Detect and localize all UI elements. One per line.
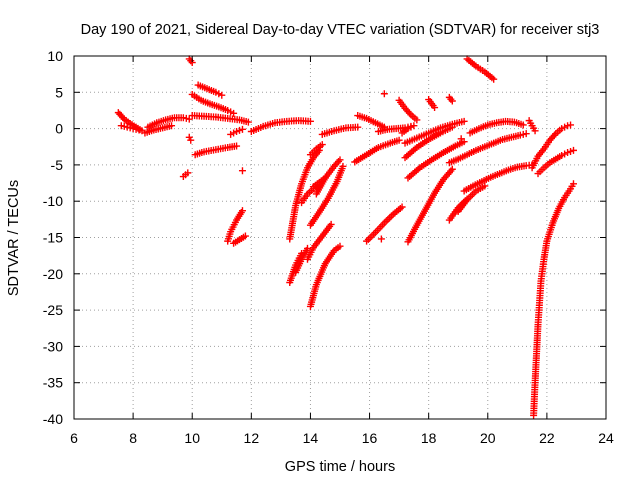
- data-point: [448, 97, 456, 105]
- data-points: [114, 55, 577, 419]
- data-point: [168, 122, 176, 130]
- data-point: [321, 174, 329, 182]
- chart-title: Day 190 of 2021, Sidereal Day-to-day VTE…: [81, 22, 600, 38]
- y-tick-label: -35: [43, 375, 63, 391]
- data-point: [481, 182, 489, 190]
- data-point: [490, 75, 498, 83]
- data-point: [339, 162, 347, 170]
- data-point: [306, 117, 314, 125]
- data-point: [238, 167, 246, 175]
- data-point: [410, 122, 418, 130]
- x-tick-label: 20: [480, 430, 496, 446]
- data-point: [569, 146, 577, 154]
- x-tick-label: 16: [362, 430, 378, 446]
- data-point: [377, 235, 385, 243]
- data-point: [185, 115, 193, 123]
- x-axis-title: GPS time / hours: [285, 459, 395, 475]
- data-point: [336, 156, 344, 164]
- data-point: [522, 130, 530, 138]
- data-point: [569, 180, 577, 188]
- data-point: [457, 135, 465, 143]
- data-point: [448, 123, 456, 131]
- x-tick-label: 18: [421, 430, 437, 446]
- y-axis-title: SDTVAR / TECUs: [6, 180, 22, 296]
- data-point: [233, 142, 241, 150]
- data-point-fill: [119, 114, 127, 122]
- data-point: [238, 207, 246, 215]
- data-point: [241, 232, 249, 240]
- x-tick-label: 12: [244, 430, 260, 446]
- x-tick-label: 6: [70, 430, 78, 446]
- data-point: [413, 116, 421, 124]
- data-point-fill: [405, 109, 413, 117]
- x-tick-label: 8: [129, 430, 137, 446]
- data-point: [354, 123, 362, 131]
- data-point: [460, 117, 468, 125]
- x-tick-label: 10: [184, 430, 200, 446]
- data-point: [303, 244, 311, 252]
- y-tick-label: -20: [43, 266, 63, 282]
- y-tick-label: 10: [47, 48, 63, 64]
- data-point: [431, 104, 439, 112]
- y-tick-label: 0: [55, 121, 63, 137]
- data-point: [567, 121, 575, 129]
- y-tick-label: -40: [43, 411, 63, 427]
- data-point: [448, 165, 456, 173]
- data-point: [187, 136, 195, 144]
- x-tick-label: 14: [303, 430, 319, 446]
- data-point: [395, 136, 403, 144]
- y-tick-label: -15: [43, 230, 63, 246]
- y-tick-label: -10: [43, 193, 63, 209]
- y-tick-label: -25: [43, 302, 63, 318]
- data-point: [230, 109, 238, 117]
- data-point: [336, 242, 344, 250]
- data-point: [238, 125, 246, 133]
- data-point: [218, 91, 226, 99]
- data-point: [184, 169, 192, 177]
- data-point: [380, 90, 388, 98]
- data-point: [244, 118, 252, 126]
- data-point: [318, 141, 326, 149]
- data-point: [531, 127, 539, 135]
- data-point: [519, 121, 527, 129]
- y-tick-label: -30: [43, 338, 63, 354]
- data-point: [135, 126, 143, 134]
- y-tick-label: 5: [55, 84, 63, 100]
- axis-ticks: 6 8 10 12 14 16 18 20 22 24 10 5 0 -5 -10 -15 -20 -25 -30 -…: [43, 48, 614, 446]
- x-tick-label: 24: [598, 430, 614, 446]
- data-point: [398, 203, 406, 211]
- x-tick-label: 22: [539, 430, 555, 446]
- y-tick-label: -5: [51, 157, 64, 173]
- data-point: [327, 220, 335, 228]
